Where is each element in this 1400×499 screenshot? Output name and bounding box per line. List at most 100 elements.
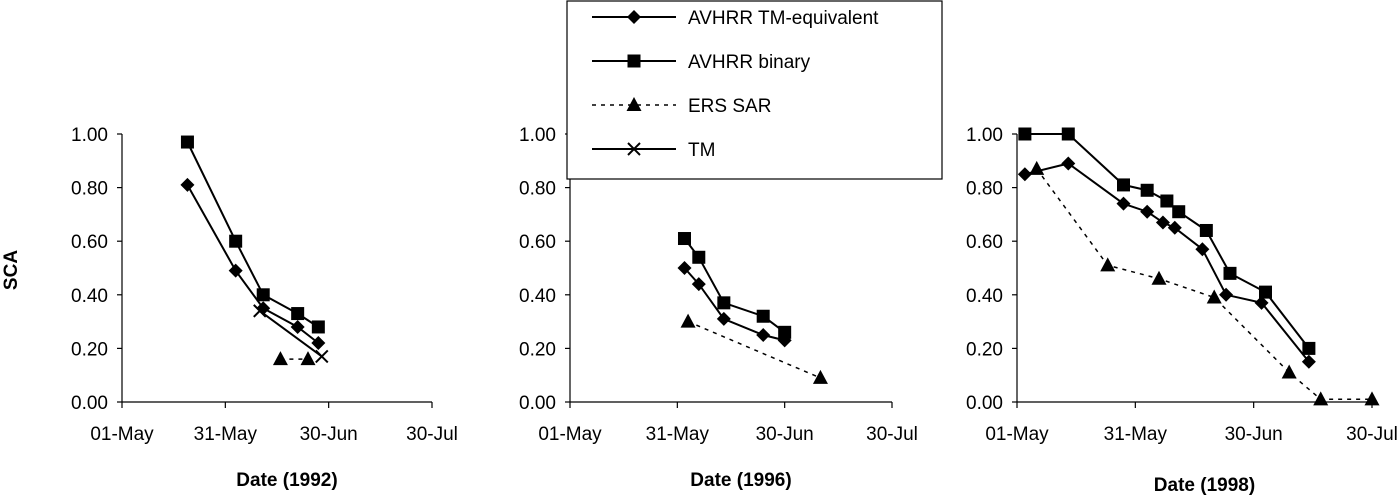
data-point: [1029, 160, 1045, 175]
data-point: [315, 349, 329, 364]
x-tick-label: 30-Jul: [406, 424, 458, 445]
chart-panel-3: 0.00 0.20 0.40 0.60 0.80 1.00 01-May 31-May 30-J…: [966, 125, 1398, 496]
data-point: [1195, 242, 1210, 257]
x-tick-label: 01-May: [985, 424, 1049, 445]
data-point: [1301, 354, 1316, 369]
series-line: [259, 310, 323, 358]
series-triangle: [1029, 160, 1380, 406]
y-tick-label: 0.20: [966, 339, 1003, 360]
series-triangle: [272, 351, 316, 366]
series-square: [180, 135, 325, 334]
data-point: [1155, 215, 1170, 230]
chart-panel-2: 0.00 0.20 0.40 0.60 0.80 1.00 01-May 31-May 30-J…: [519, 125, 918, 491]
series-line: [186, 141, 319, 328]
x-tick-label: 31-May: [1104, 424, 1168, 445]
y-tick-label: 0.60: [71, 232, 108, 253]
data-point: [1302, 341, 1316, 355]
data-point: [1160, 194, 1174, 208]
data-point: [253, 304, 267, 318]
data-point: [677, 232, 691, 246]
legend-label: AVHRR TM-equivalent: [688, 8, 879, 29]
data-point: [692, 250, 706, 264]
legend-label: AVHRR binary: [688, 52, 811, 73]
data-point: [180, 177, 195, 192]
data-point: [291, 307, 305, 321]
data-point: [1017, 167, 1032, 182]
data-point: [1151, 270, 1167, 285]
data-point: [1167, 220, 1182, 235]
data-point: [1117, 178, 1130, 192]
y-tick-label: 0.00: [966, 393, 1003, 414]
y-tick-label: 0.40: [966, 286, 1003, 307]
x-tick-label: 30-Jul: [1346, 424, 1398, 445]
data-point: [778, 325, 792, 339]
legend-triangle-marker: [626, 97, 642, 111]
data-point: [1281, 364, 1297, 379]
series-diamond: [1017, 156, 1316, 369]
data-point: [1313, 391, 1329, 406]
series-triangle: [680, 313, 828, 384]
x-tick-label: 01-May: [538, 424, 602, 445]
data-point: [1364, 391, 1380, 406]
series-square: [1018, 127, 1316, 355]
data-point: [272, 351, 288, 366]
data-point: [1140, 204, 1155, 219]
series-diamond: [180, 177, 326, 351]
y-tick-label: 0.20: [71, 339, 108, 360]
y-tick-label: 1.00: [71, 125, 108, 146]
data-point: [717, 296, 731, 310]
x-axis-title: Date (1998): [1154, 475, 1255, 496]
x-axis-title: Date (1996): [690, 470, 791, 491]
x-axis-title: Date (1992): [236, 470, 337, 491]
data-point: [300, 351, 316, 366]
x-tick-label: 01-May: [90, 424, 154, 445]
data-point: [1259, 285, 1272, 299]
legend-label: ERS SAR: [688, 96, 771, 117]
data-point: [1199, 223, 1213, 237]
y-tick-label: 0.80: [966, 179, 1003, 200]
x-tick-label: 30-Jul: [866, 424, 918, 445]
data-point: [1172, 205, 1186, 219]
series-line: [1036, 168, 1372, 401]
x-tick-label: 31-May: [194, 424, 258, 445]
chart-panel-1: 0.00 0.20 0.40 0.60 0.80 1.00 01-May 31-May 30-J…: [1, 125, 458, 491]
series-line: [687, 320, 821, 379]
legend-square-marker: [627, 54, 641, 68]
x-tick-label: 30-Jun: [1225, 424, 1283, 445]
data-point: [1018, 127, 1032, 141]
data-point: [311, 336, 326, 351]
y-tick-label: 0.60: [966, 232, 1003, 253]
y-tick-label: 0.60: [519, 232, 556, 253]
data-point: [691, 277, 706, 292]
data-point: [756, 328, 771, 342]
y-tick-label: 0.80: [519, 179, 556, 200]
data-point: [1116, 196, 1131, 211]
y-tick-label: 0.40: [519, 286, 556, 307]
y-tick-label: 0.00: [71, 393, 108, 414]
data-point: [290, 319, 305, 334]
data-point: [1140, 183, 1154, 197]
y-tick-label: 0.40: [71, 286, 108, 307]
y-tick-label: 0.80: [71, 179, 108, 200]
data-point: [228, 263, 243, 278]
legend-diamond-marker: [627, 10, 641, 24]
data-point: [256, 288, 270, 302]
data-point: [716, 311, 731, 326]
x-tick-label: 30-Jun: [756, 424, 814, 445]
y-tick-label: 1.00: [966, 125, 1003, 146]
data-point: [1223, 266, 1237, 280]
series-square: [677, 232, 792, 339]
legend-label: TM: [688, 140, 715, 161]
legend: AVHRR TM-equivalent AVHRR binary ERS SAR TM: [566, 0, 943, 180]
x-tick-label: 30-Jun: [300, 424, 358, 445]
data-point: [1254, 295, 1269, 310]
data-point: [180, 135, 194, 149]
data-point: [677, 261, 692, 275]
data-point: [1061, 127, 1075, 141]
y-tick-label: 0.00: [519, 393, 556, 414]
data-point: [1219, 287, 1234, 302]
legend-x-marker: [627, 142, 641, 156]
x-tick-label: 31-May: [646, 424, 710, 445]
data-point: [1206, 289, 1222, 304]
